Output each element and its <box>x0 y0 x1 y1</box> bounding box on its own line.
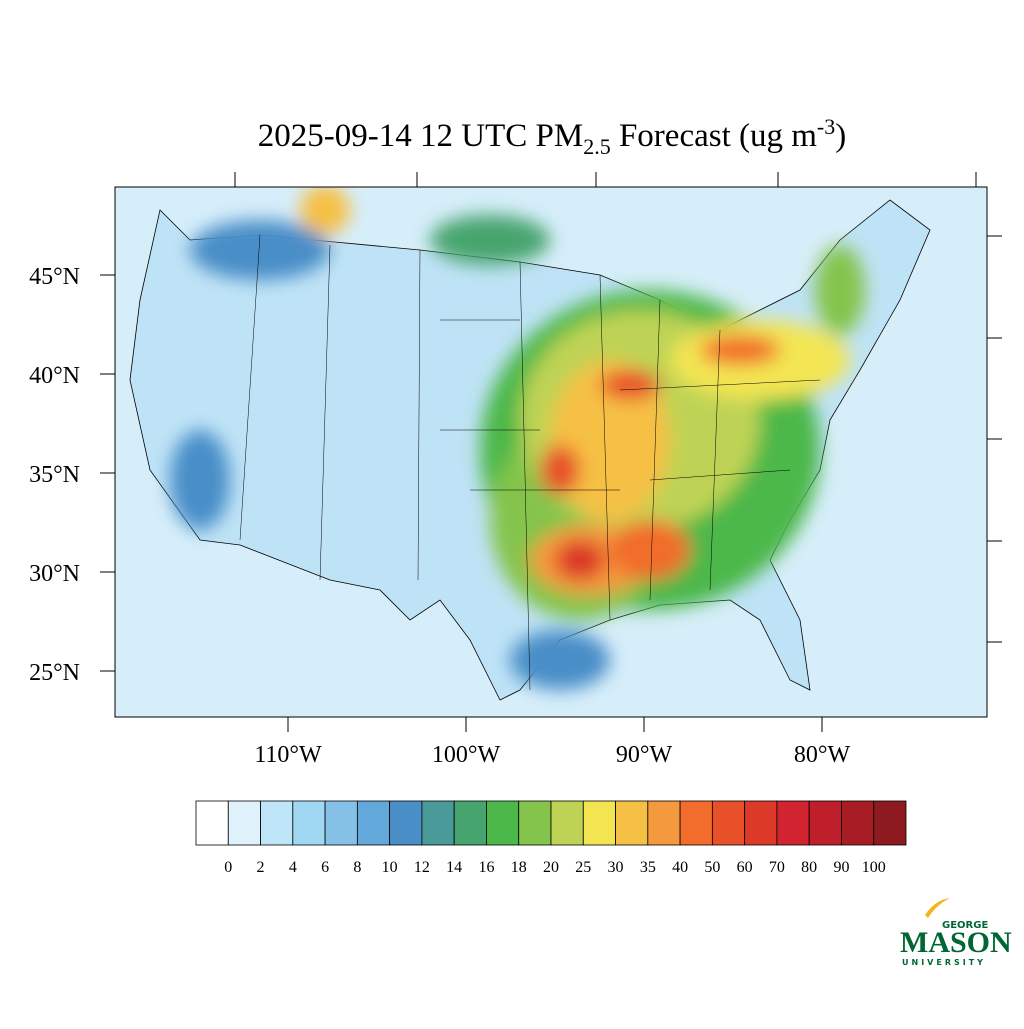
colorbar-label: 0 <box>224 859 232 876</box>
lat-tick-label: 25°N <box>29 660 80 686</box>
colorbar-box <box>679 800 713 846</box>
colorbar-box <box>582 800 616 846</box>
colorbar-box <box>356 800 391 846</box>
colorbar-box <box>227 800 261 846</box>
lon-tick-label: 100°W <box>432 742 501 768</box>
colorbar-box <box>260 800 294 846</box>
colorbar-box <box>841 800 875 846</box>
colorbar-label: 100 <box>862 859 886 876</box>
logo-bottom: UNIVERSITY <box>902 958 986 967</box>
lat-tick-label: 30°N <box>29 561 80 587</box>
lon-tick-label: 110°W <box>254 742 322 768</box>
concentration-field <box>170 187 865 690</box>
colorbar-label: 50 <box>704 859 720 876</box>
colorbar-label: 35 <box>640 859 656 876</box>
colorbar-box <box>615 800 649 846</box>
lat-tick-label: 40°N <box>29 363 80 389</box>
colorbar-label: 16 <box>478 859 494 876</box>
colorbar-box <box>550 800 584 846</box>
colorbar-box <box>324 800 358 846</box>
colorbar-label: 14 <box>446 859 462 876</box>
colorbar-label: 60 <box>737 859 753 876</box>
colorbar-label: 25 <box>575 859 591 876</box>
map <box>115 187 987 717</box>
state-borders <box>239 234 821 691</box>
colorbar-box <box>744 800 778 846</box>
colorbar-box <box>518 800 552 846</box>
colorbar-box <box>453 800 487 846</box>
colorbar-label: 2 <box>257 859 265 876</box>
colorbar-box <box>389 800 423 846</box>
lon-tick-label: 90°W <box>616 742 673 768</box>
colorbar-box <box>776 800 810 846</box>
title: 2025-09-14 12 UTC PM2.5 Forecast (ug m-3… <box>258 114 846 159</box>
colorbar-label: 10 <box>382 859 398 876</box>
colorbar-box <box>195 800 229 846</box>
colorbar: 0 2 4 6 8 10 12 14 16 18 20 25 30 35 40 50 60 70 80 90 100 <box>195 800 907 876</box>
logo: GEORGE MASON UNIVERSITY <box>900 898 1012 967</box>
colorbar-box <box>421 800 455 846</box>
colorbar-label: 90 <box>833 859 849 876</box>
colorbar-label: 6 <box>321 859 329 876</box>
colorbar-box <box>873 800 907 846</box>
frame-ticks <box>234 172 1002 643</box>
colorbar-label: 80 <box>801 859 817 876</box>
logo-top: GEORGE <box>942 920 988 931</box>
colorbar-box <box>711 800 746 846</box>
colorbar-label: 40 <box>672 859 688 876</box>
axes: 45°N 40°N 35°N 30°N 25°N 110°W 100°W 90°W 80°W <box>29 264 850 768</box>
colorbar-box <box>808 800 842 846</box>
logo-middle: MASON <box>900 926 1012 959</box>
lat-tick-label: 45°N <box>29 264 80 290</box>
colorbar-box <box>486 800 520 846</box>
colorbar-label: 8 <box>353 859 361 876</box>
lon-tick-label: 80°W <box>794 742 851 768</box>
colorbar-box <box>292 800 326 846</box>
lat-tick-label: 35°N <box>29 462 80 488</box>
colorbar-label: 4 <box>289 859 297 876</box>
colorbar-label: 12 <box>414 859 430 876</box>
colorbar-label: 20 <box>543 859 559 876</box>
map-frame <box>114 186 988 718</box>
colorbar-label: 18 <box>511 859 527 876</box>
colorbar-label: 30 <box>608 859 624 876</box>
colorbar-label: 70 <box>769 859 785 876</box>
colorbar-box <box>647 800 681 846</box>
